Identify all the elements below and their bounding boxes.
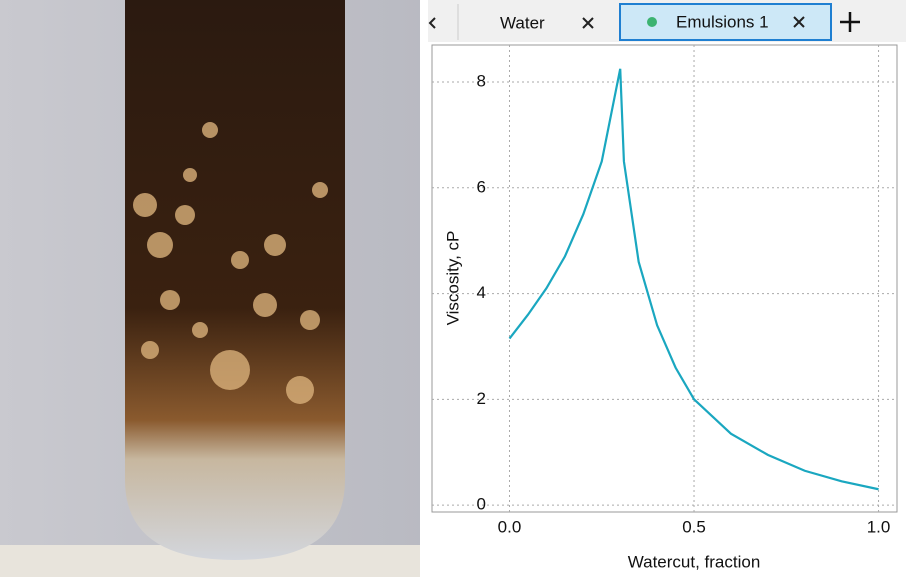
- tab[interactable]: Water: [500, 13, 594, 32]
- tab-label[interactable]: Water: [500, 13, 545, 32]
- tab-active[interactable]: Emulsions 1: [619, 3, 832, 41]
- y-tick-label: 2: [477, 389, 486, 408]
- x-tick-label: 0.5: [682, 517, 706, 536]
- line: [508, 68, 879, 491]
- plot-frame: [431, 44, 898, 513]
- tab-bar: Water Emulsions 1: [428, 0, 906, 42]
- x-tick-label: 1.0: [867, 517, 891, 536]
- x-axis-label: Watercut, fraction: [628, 552, 761, 571]
- scroll-left[interactable]: [428, 17, 436, 29]
- photo: [0, 0, 428, 577]
- y-tick-label: 4: [477, 283, 486, 302]
- tab-close[interactable]: [793, 16, 805, 28]
- chart-pane: [428, 42, 906, 577]
- add-tab[interactable]: [840, 12, 860, 32]
- tab-label[interactable]: Emulsions 1: [676, 12, 769, 31]
- y-tick-label: 6: [477, 177, 486, 196]
- tab-close[interactable]: [582, 17, 594, 29]
- status-dot: [647, 17, 657, 27]
- x-tick-label: 0.0: [498, 517, 522, 536]
- y-tick-label: 0: [477, 495, 486, 514]
- y-tick-label: 8: [477, 72, 486, 91]
- y-axis-label: Viscosity, cP: [443, 231, 462, 326]
